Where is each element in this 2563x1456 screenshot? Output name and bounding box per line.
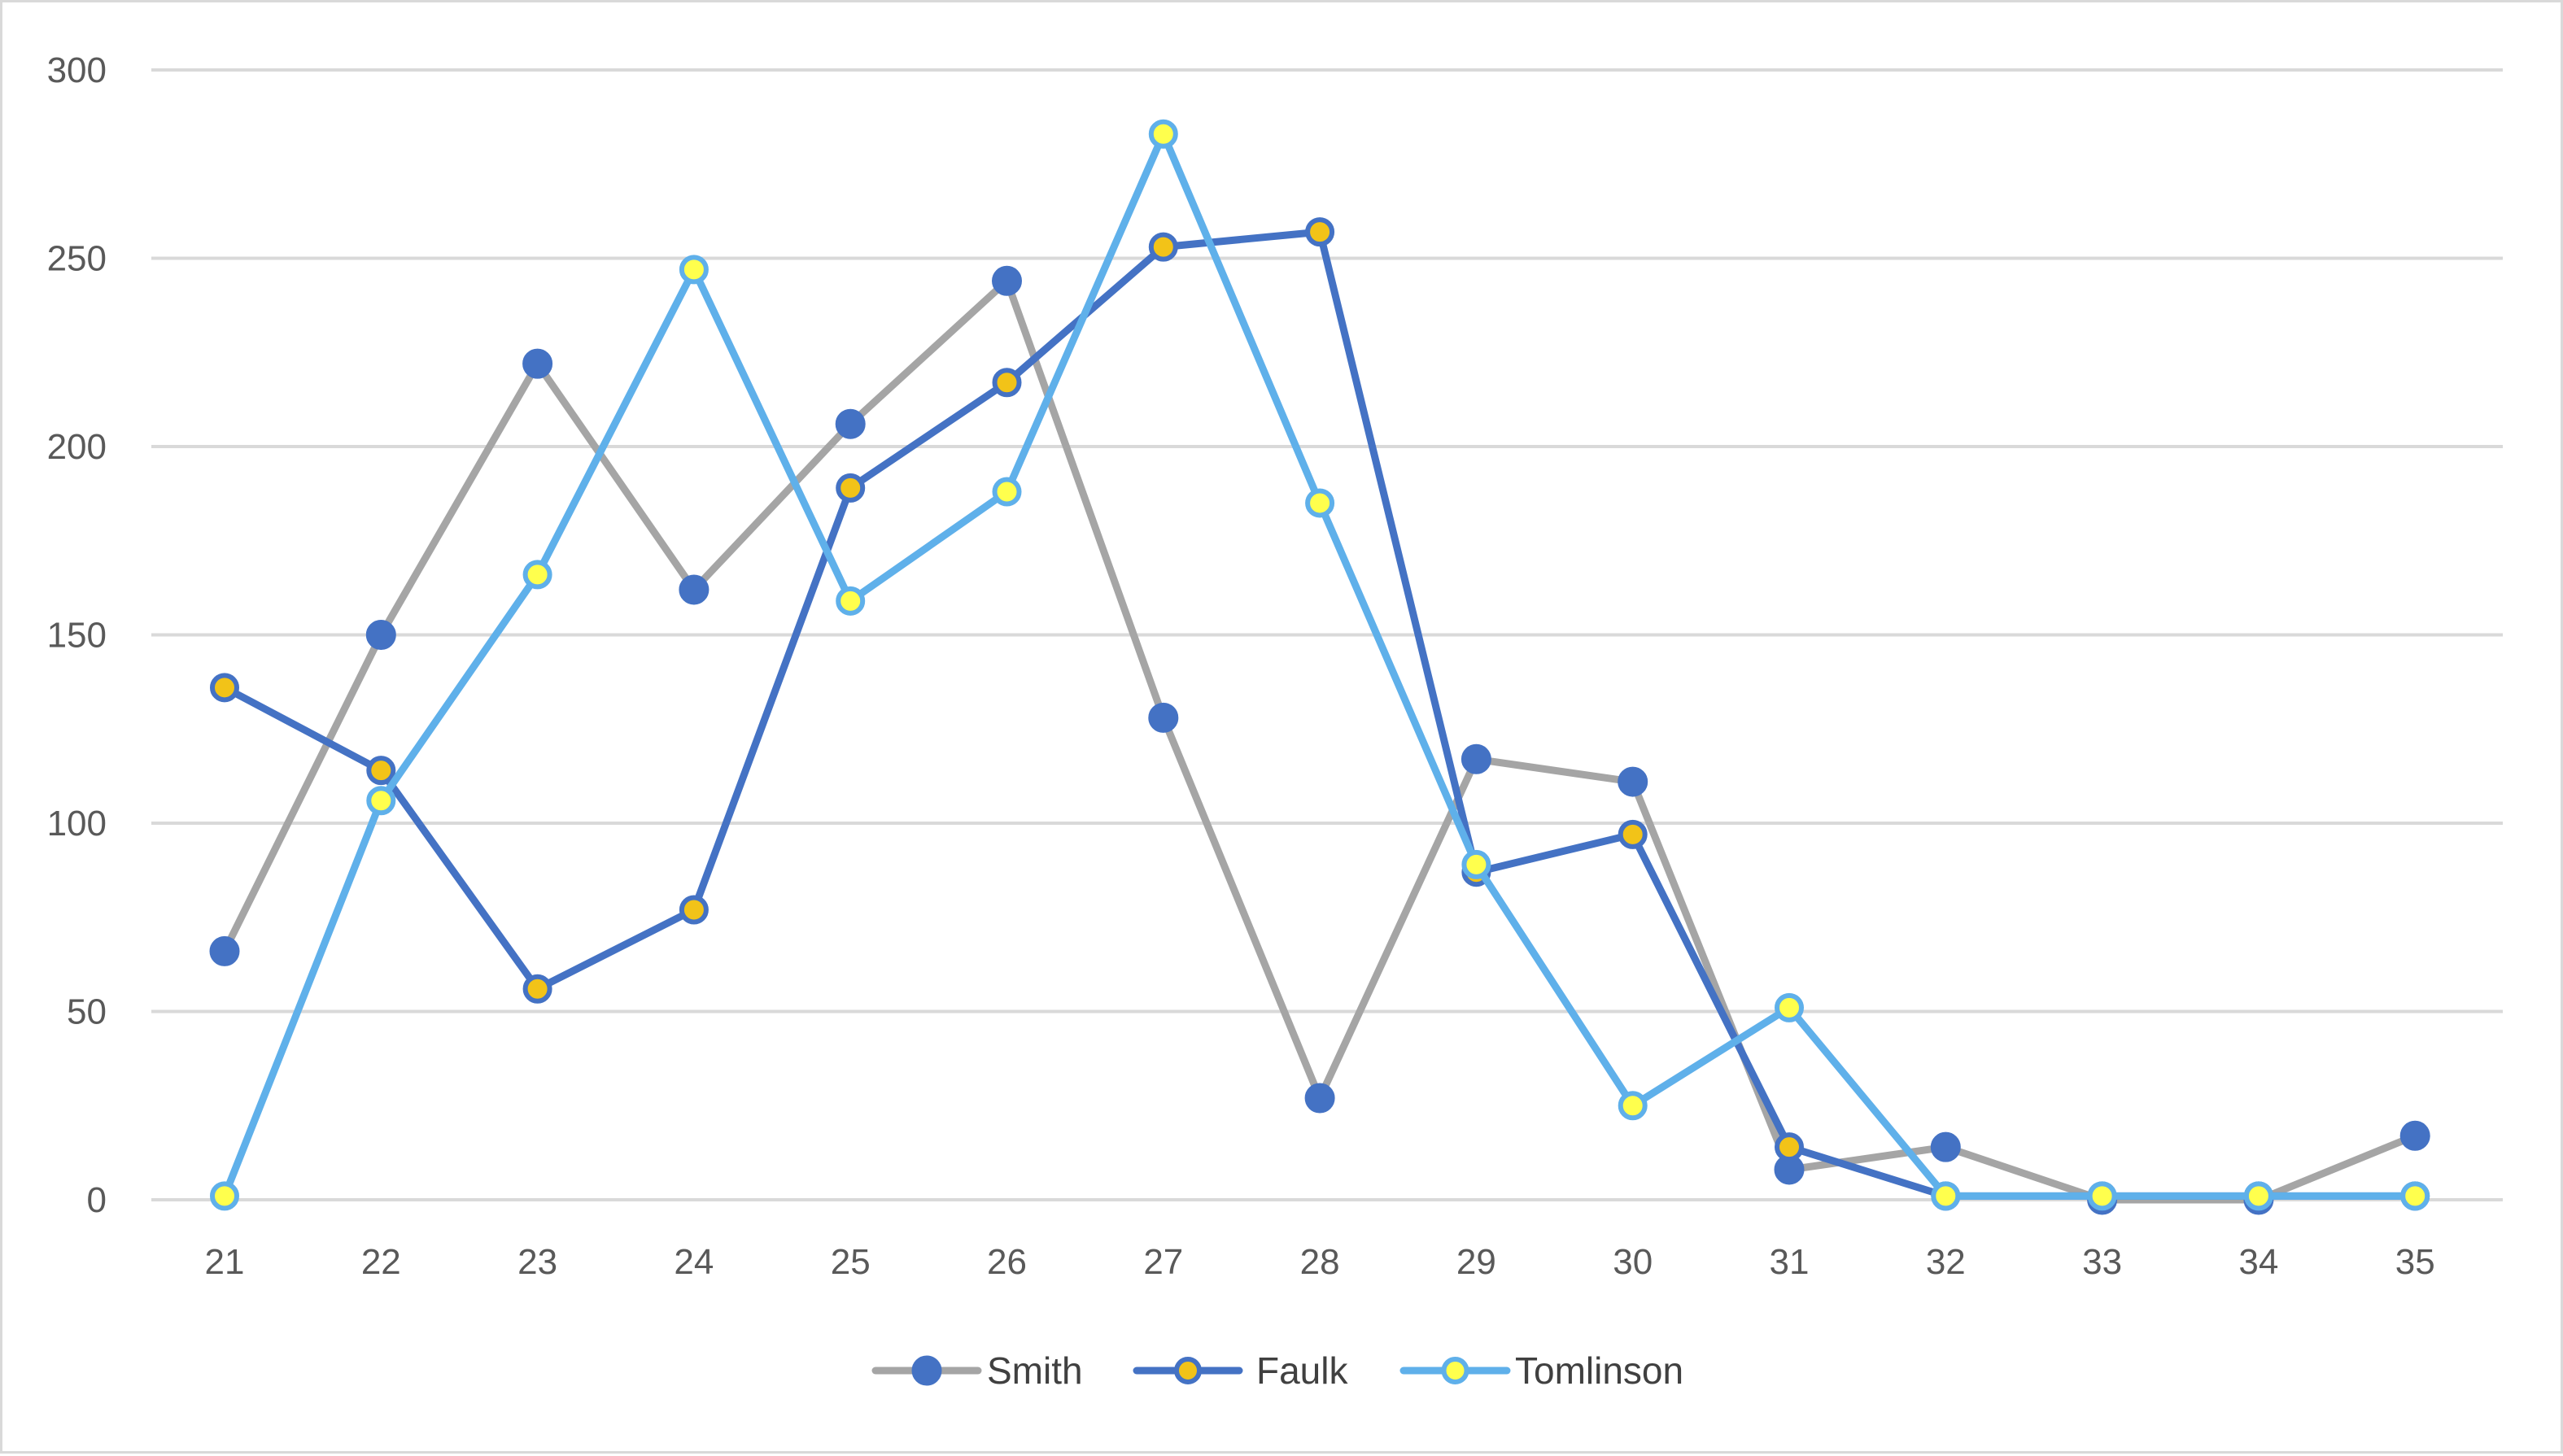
data-point (679, 895, 709, 925)
y-tick-label: 100 (47, 804, 107, 844)
data-point (210, 1181, 239, 1211)
data-point (836, 473, 866, 503)
series-smith (209, 265, 2430, 1215)
x-tick-label: 23 (517, 1242, 557, 1282)
x-tick-label: 31 (1770, 1242, 1810, 1282)
legend-item-smith: Smith (871, 1349, 1083, 1392)
x-tick-label: 28 (1300, 1242, 1340, 1282)
data-point (679, 255, 709, 285)
x-tick-label: 25 (831, 1242, 871, 1282)
data-point (209, 935, 240, 966)
legend-marker (1174, 1357, 1202, 1384)
series-line (220, 277, 2419, 1204)
data-point (2243, 1181, 2273, 1211)
data-point (366, 786, 396, 816)
series-line (220, 228, 2419, 1200)
y-tick-label: 300 (47, 50, 107, 90)
data-point (1618, 1091, 1648, 1121)
x-tick-label: 22 (361, 1242, 401, 1282)
legend-label: Faulk (1256, 1349, 1348, 1392)
data-point (1304, 1083, 1335, 1114)
x-tick-label: 35 (2395, 1242, 2435, 1282)
y-tick-label: 50 (67, 992, 107, 1032)
data-point (1305, 488, 1335, 518)
y-tick-label: 250 (47, 239, 107, 279)
y-tick-label: 200 (47, 427, 107, 467)
legend-item-faulk: Faulk (1133, 1349, 1348, 1392)
data-point (210, 673, 239, 703)
legend-label: Tomlinson (1515, 1349, 1683, 1392)
data-point (365, 620, 396, 650)
data-point (1931, 1181, 1961, 1211)
x-tick-label: 33 (2082, 1242, 2122, 1282)
data-point (1775, 992, 1804, 1022)
legend: Smith Faulk Tomlinson (871, 1349, 1683, 1392)
data-point (2399, 1120, 2430, 1151)
y-tick-label: 0 (87, 1180, 107, 1220)
series-tomlinson (210, 119, 2430, 1211)
data-point (522, 348, 553, 379)
data-point (1305, 217, 1335, 247)
data-point (522, 560, 552, 590)
data-point (992, 265, 1022, 296)
data-point (1618, 819, 1648, 849)
data-point (1461, 743, 1491, 774)
data-point (1930, 1131, 1961, 1162)
data-point (992, 368, 1022, 398)
legend-label: Smith (987, 1349, 1083, 1392)
data-point (1618, 766, 1648, 797)
series-group (209, 119, 2430, 1215)
data-point (366, 756, 396, 786)
x-tick-label: 29 (1456, 1242, 1496, 1282)
x-tick-label: 27 (1143, 1242, 1183, 1282)
legend-marker (911, 1355, 942, 1386)
y-tick-label: 150 (47, 616, 107, 656)
x-tick-label: 34 (2238, 1242, 2278, 1282)
data-point (1148, 702, 1179, 733)
data-point (1148, 119, 1178, 149)
x-tick-label: 21 (205, 1242, 245, 1282)
data-point (522, 974, 552, 1004)
x-tick-label: 30 (1613, 1242, 1653, 1282)
x-tick-label: 24 (674, 1242, 714, 1282)
data-point (835, 408, 866, 439)
series-line (220, 130, 2419, 1200)
data-point (992, 477, 1022, 507)
data-point (836, 586, 866, 616)
x-axis-tick-labels: 21 22 23 24 25 26 27 28 29 30 31 32 33 34 35 (205, 1242, 2435, 1282)
y-axis-tick-labels: 0 50 100 150 200 250 300 (47, 50, 107, 1220)
x-tick-label: 32 (1926, 1242, 1966, 1282)
legend-item-tomlinson: Tomlinson (1399, 1349, 1683, 1392)
legend-marker (1441, 1357, 1469, 1384)
data-point (1461, 849, 1491, 879)
data-point (1775, 1132, 1804, 1162)
data-point (2087, 1181, 2117, 1211)
x-tick-label: 26 (987, 1242, 1027, 1282)
data-point (679, 574, 710, 605)
data-point (2400, 1181, 2430, 1211)
data-point (1148, 232, 1178, 262)
